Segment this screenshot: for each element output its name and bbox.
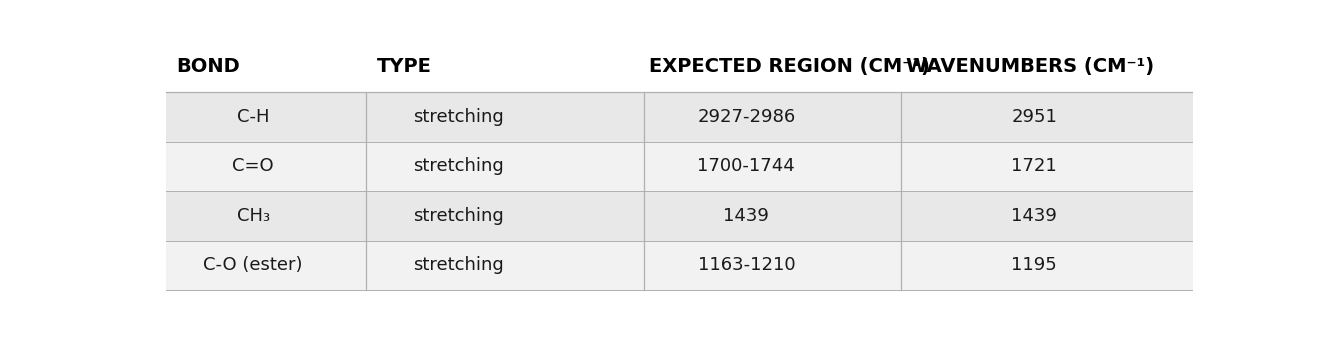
Text: 1700-1744: 1700-1744 [697,157,796,175]
Text: 1163-1210: 1163-1210 [697,256,796,274]
Text: 1721: 1721 [1012,157,1057,175]
Bar [166,240,1193,290]
Text: stretching: stretching [414,108,504,126]
Text: WAVENUMBERS (CM⁻¹): WAVENUMBERS (CM⁻¹) [906,57,1154,76]
Bar [166,41,1193,92]
Text: BOND: BOND [176,57,240,76]
Bar [166,142,1193,191]
Text: 1195: 1195 [1012,256,1057,274]
Bar [166,290,1193,304]
Text: C-H: C-H [237,108,269,126]
Text: 1439: 1439 [724,207,769,225]
Bar [166,92,1193,142]
Bar [166,191,1193,240]
Text: stretching: stretching [414,256,504,274]
Text: CH₃: CH₃ [236,207,269,225]
Text: stretching: stretching [414,207,504,225]
Text: 1439: 1439 [1012,207,1057,225]
Text: EXPECTED REGION (CM⁻¹): EXPECTED REGION (CM⁻¹) [648,57,930,76]
Text: C=O: C=O [232,157,274,175]
Text: stretching: stretching [414,157,504,175]
Text: TYPE: TYPE [377,57,431,76]
Text: 2951: 2951 [1012,108,1057,126]
Text: C-O (ester): C-O (ester) [203,256,302,274]
Text: 2927-2986: 2927-2986 [697,108,796,126]
